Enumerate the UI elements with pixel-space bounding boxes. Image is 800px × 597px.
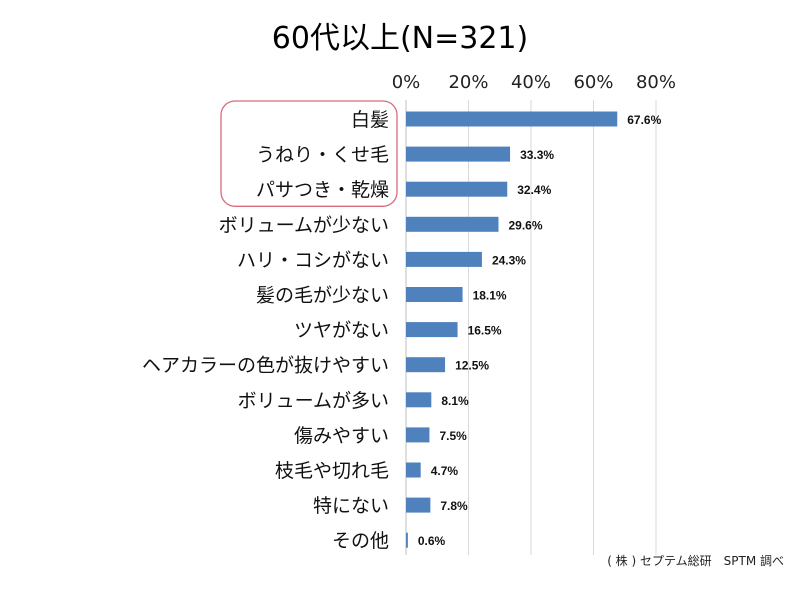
category-label: 枝毛や切れ毛 [275, 460, 389, 482]
data-label: 67.6% [627, 113, 661, 127]
data-label: 33.3% [520, 148, 554, 162]
category-label: ヘアカラーの色が抜けやすい [142, 355, 389, 377]
category-label: ボリュームが多い [238, 390, 389, 412]
bar [406, 462, 421, 478]
bar [406, 497, 431, 513]
bar [406, 322, 458, 338]
bar [406, 216, 499, 232]
x-tick-label: 40% [511, 72, 551, 93]
bar [406, 251, 482, 267]
category-label: 白髪 [351, 109, 389, 131]
data-label: 24.3% [492, 253, 526, 267]
value-labels: 67.6% 33.3% 32.4% 29.6% 24.3% 18.1% 16.5% 12.5%… [418, 113, 662, 548]
highlight-frame [220, 100, 398, 207]
category-label: その他 [332, 530, 389, 552]
bar [406, 181, 508, 197]
x-axis-ticks: 0% 20% 40% 60% 80% [392, 72, 676, 93]
x-tick-label: 80% [636, 72, 676, 93]
category-labels: 白髪うねり・くせ毛パサつき・乾燥ボリュームが少ないハリ・コシがない髪の毛が少ない… [142, 109, 389, 552]
category-label: ボリュームが少ない [219, 214, 389, 236]
x-tick-label: 20% [448, 72, 488, 93]
bar [406, 111, 618, 127]
source-note: ( 株 ) セプテム総研 SPTM 調べ [607, 553, 784, 568]
data-label: 7.8% [440, 499, 468, 513]
data-label: 0.6% [418, 534, 446, 548]
data-label: 8.1% [441, 394, 469, 408]
chart-title: 60代以上(N=321) [272, 21, 528, 56]
category-label: ツヤがない [294, 320, 389, 342]
x-tick-label: 60% [573, 72, 613, 93]
bar [406, 287, 463, 302]
bar [406, 146, 511, 162]
data-label: 29.6% [509, 218, 543, 232]
data-label: 18.1% [473, 289, 507, 303]
gridlines [405, 100, 657, 555]
data-label: 7.5% [439, 429, 467, 443]
data-label: 12.5% [455, 359, 489, 373]
category-label: パサつき・乾燥 [256, 179, 389, 201]
bar [406, 357, 446, 373]
data-label: 16.5% [468, 324, 502, 338]
category-label: 特にない [313, 495, 389, 517]
data-label: 32.4% [517, 183, 551, 197]
category-label: 傷みやすい [294, 425, 389, 447]
bar [406, 532, 408, 548]
bars [406, 111, 618, 548]
category-label: ハリ・コシがない [237, 249, 389, 271]
category-label: 髪の毛が少ない [256, 285, 389, 307]
bar [406, 392, 432, 408]
data-label: 4.7% [431, 464, 459, 478]
category-label: うねり・くせ毛 [256, 144, 389, 166]
highlight-box [220, 100, 398, 207]
x-tick-label: 0% [392, 72, 421, 93]
bar [406, 427, 430, 443]
